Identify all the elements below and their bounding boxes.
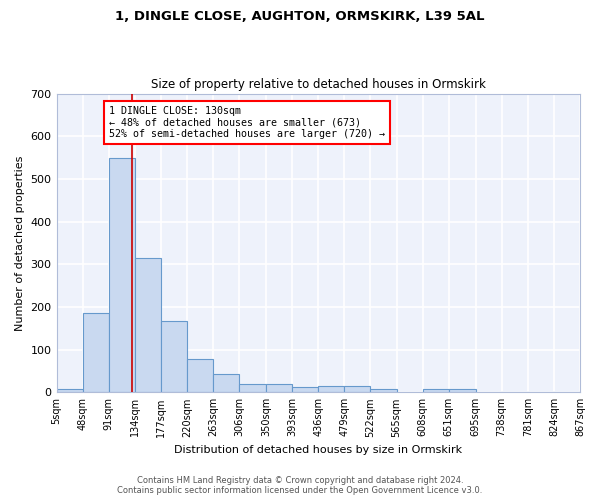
Bar [135,258,161,392]
Bar [344,386,370,392]
Bar [213,374,239,392]
Bar [318,386,344,392]
Bar [56,389,83,392]
Bar [449,389,476,392]
Text: 1, DINGLE CLOSE, AUGHTON, ORMSKIRK, L39 5AL: 1, DINGLE CLOSE, AUGHTON, ORMSKIRK, L39 … [115,10,485,23]
Bar [187,360,213,392]
Bar [292,387,318,392]
Text: Contains HM Land Registry data © Crown copyright and database right 2024.
Contai: Contains HM Land Registry data © Crown c… [118,476,482,495]
Y-axis label: Number of detached properties: Number of detached properties [15,155,25,330]
Bar [83,314,109,392]
Bar [239,384,266,392]
Bar [161,320,187,392]
Title: Size of property relative to detached houses in Ormskirk: Size of property relative to detached ho… [151,78,486,91]
Bar [109,158,135,392]
Text: 1 DINGLE CLOSE: 130sqm
← 48% of detached houses are smaller (673)
52% of semi-de: 1 DINGLE CLOSE: 130sqm ← 48% of detached… [109,106,385,138]
Bar [423,390,449,392]
Bar [370,389,397,392]
X-axis label: Distribution of detached houses by size in Ormskirk: Distribution of detached houses by size … [174,445,463,455]
Bar [266,384,292,392]
